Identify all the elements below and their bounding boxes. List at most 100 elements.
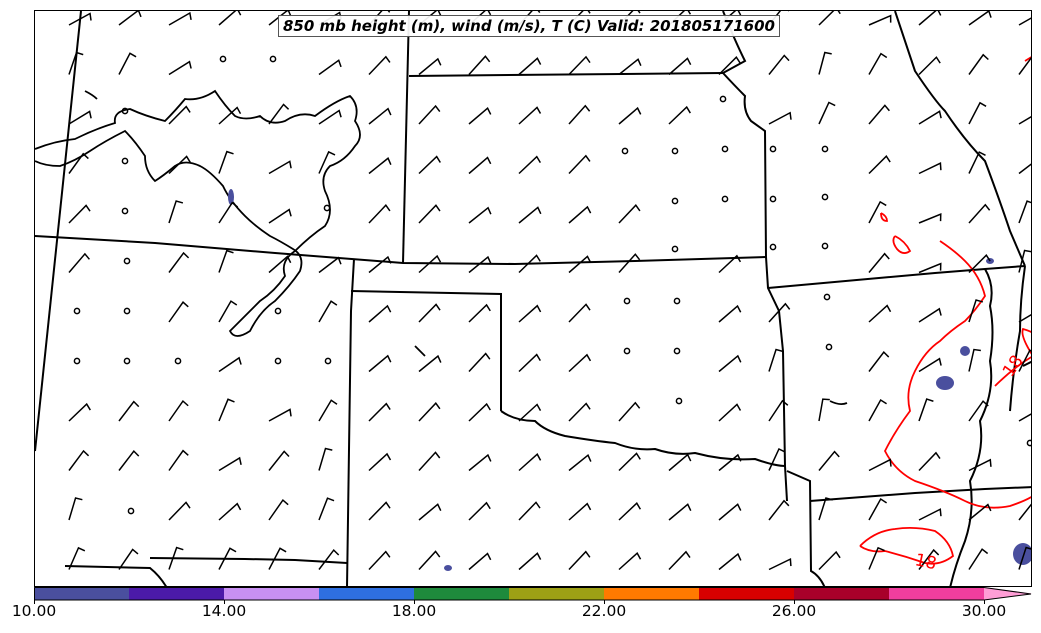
height-contour: [35, 89, 361, 337]
wind-barb: [318, 300, 338, 323]
wind-barb: [868, 14, 892, 26]
map-title: 850 mb height (m), wind (m/s), T (C) Val…: [278, 15, 780, 37]
wind-barb: [168, 105, 191, 125]
boundary-line: [64, 565, 167, 586]
calm-wind-marker: [121, 207, 129, 215]
calm-wind-marker: [769, 145, 777, 153]
colorbar-segment: [414, 587, 509, 600]
isotherm-18: [892, 235, 912, 254]
wind-barb: [118, 450, 140, 471]
wind-barb: [1018, 503, 1031, 521]
wind-barb: [918, 451, 941, 472]
wind-barb: [918, 56, 941, 76]
wind-barb: [868, 546, 885, 570]
calm-wind-marker: [673, 297, 681, 305]
calm-wind-marker: [671, 197, 679, 205]
wind-barb: [918, 110, 942, 125]
isotherm-18: [883, 240, 1031, 509]
wind-barb: [918, 357, 942, 373]
wind-barb: [218, 150, 234, 174]
wind-barb: [468, 402, 491, 422]
wind-barb: [918, 508, 942, 521]
wind-barb: [918, 213, 942, 224]
boundary-line: [350, 290, 502, 411]
calm-wind-marker: [123, 357, 131, 365]
wind-barb: [268, 450, 290, 471]
wind-barb: [418, 303, 441, 323]
wind-barb: [1018, 116, 1031, 125]
wind-barb: [718, 254, 742, 274]
calm-wind-marker: [623, 347, 631, 355]
calm-wind-marker: [719, 95, 727, 103]
wind-barb: [418, 550, 441, 571]
wind-barb: [818, 497, 833, 521]
wind-barb: [518, 353, 541, 373]
wind-barb: [568, 255, 592, 274]
wind-barb: [418, 503, 442, 521]
wind-barb: [718, 56, 741, 76]
boundary-line: [346, 258, 355, 586]
wind-barb: [268, 208, 292, 224]
isotherm-label: 18: [913, 550, 938, 574]
calm-wind-marker: [623, 297, 631, 305]
wind-barb: [568, 205, 592, 224]
calm-wind-marker: [219, 55, 227, 63]
boundary-line: [35, 11, 82, 452]
wind-barb: [1018, 413, 1031, 422]
wind-barb: [568, 454, 592, 472]
wind-barb: [618, 401, 641, 422]
colorbar-extend-arrow: [984, 587, 1032, 600]
wind-barb: [418, 451, 441, 472]
wind-barb: [568, 303, 591, 323]
wind-barb: [318, 256, 342, 274]
calm-wind-marker: [675, 397, 683, 405]
wind-barb: [618, 452, 641, 472]
colorbar-tick: [604, 600, 605, 604]
calm-wind-marker: [1026, 439, 1031, 447]
wind-barb: [1018, 163, 1031, 175]
colorbar-tick-label: 14.00: [201, 602, 247, 620]
height-contour: [414, 345, 426, 357]
colorbar-tick-label: 26.00: [771, 602, 817, 620]
colorbar-tick: [224, 600, 225, 604]
colorbar-segment: [794, 587, 889, 600]
wind-barb: [1018, 314, 1031, 323]
wind-barb: [318, 150, 336, 174]
calm-wind-marker: [721, 195, 729, 203]
wind-barb: [518, 403, 542, 422]
wind-barb: [518, 304, 542, 323]
wind-barb: [568, 154, 591, 175]
wind-barb: [218, 106, 242, 125]
wind-barb: [618, 106, 642, 125]
wind-barb: [818, 398, 830, 422]
wind-barb: [518, 155, 542, 175]
wind-barb: [768, 348, 783, 372]
wind-barb: [468, 255, 492, 274]
calm-wind-marker: [274, 357, 282, 365]
wind-barb: [68, 449, 90, 471]
colorbar-segment: [34, 587, 129, 600]
wind-barb: [368, 304, 392, 323]
colorbar-tick-label: 18.00: [391, 602, 437, 620]
boundary-line: [500, 410, 786, 467]
wind-barb: [668, 105, 691, 125]
isotherm-18: [859, 526, 954, 565]
wind-barb: [668, 550, 691, 571]
wind-barb: [268, 103, 290, 125]
colorbar-segment: [509, 587, 604, 600]
wind-barb: [768, 54, 790, 75]
calm-wind-marker: [123, 307, 131, 315]
wind-barb: [368, 157, 392, 175]
colorbar-segment: [129, 587, 224, 600]
wind-barb: [268, 160, 292, 175]
colorbar-tick: [414, 600, 415, 604]
wind-barb: [418, 204, 441, 224]
calm-wind-marker: [769, 195, 777, 203]
wind-barb: [768, 499, 790, 521]
wind-barb: [968, 101, 987, 125]
wind-barb: [918, 307, 942, 323]
calm-wind-marker: [121, 157, 129, 165]
wind-barb: [218, 502, 242, 521]
boundary-line: [894, 11, 1026, 267]
wind-barb: [918, 262, 942, 274]
